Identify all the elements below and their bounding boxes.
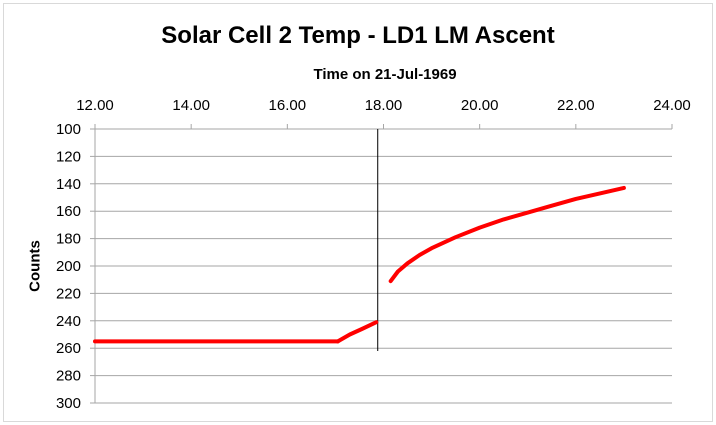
y-tick-label: 220 bbox=[56, 285, 81, 302]
x-tick-label: 24.00 bbox=[653, 97, 691, 114]
x-axis-title: Time on 21-Jul-1969 bbox=[313, 66, 457, 83]
series-line-segment-2 bbox=[388, 185, 626, 284]
y-tick-label: 160 bbox=[56, 203, 81, 220]
data-point bbox=[622, 186, 626, 190]
x-tick-label: 22.00 bbox=[557, 97, 595, 114]
data-point bbox=[374, 320, 378, 324]
y-tick-label: 140 bbox=[56, 176, 81, 193]
y-tick-label: 180 bbox=[56, 231, 81, 248]
x-tick-label: 20.00 bbox=[461, 97, 499, 114]
y-tick-label: 120 bbox=[56, 148, 81, 165]
data-point bbox=[396, 269, 400, 274]
data-point bbox=[405, 261, 410, 265]
y-tick-label: 280 bbox=[56, 368, 81, 385]
data-point bbox=[429, 246, 434, 250]
y-tick-label: 240 bbox=[56, 313, 81, 330]
data-point bbox=[237, 339, 241, 343]
x-tick-label: 12.00 bbox=[76, 97, 114, 114]
y-tick-label: 200 bbox=[56, 258, 81, 275]
data-point bbox=[189, 339, 193, 343]
data-point bbox=[285, 339, 289, 343]
data-point bbox=[454, 235, 458, 239]
data-point bbox=[348, 332, 352, 337]
chart-title: Solar Cell 2 Temp - LD1 LM Ascent bbox=[161, 22, 555, 49]
x-tick-label: 16.00 bbox=[269, 97, 307, 114]
y-tick-label: 100 bbox=[56, 121, 81, 138]
data-point bbox=[574, 197, 578, 201]
data-point bbox=[502, 217, 506, 222]
data-point bbox=[93, 339, 97, 343]
data-point bbox=[389, 279, 393, 283]
data-point bbox=[417, 253, 422, 257]
x-tick-label: 14.00 bbox=[172, 97, 210, 114]
y-tick-label: 260 bbox=[56, 340, 81, 357]
data-point bbox=[478, 226, 482, 230]
x-tick-label: 18.00 bbox=[365, 97, 403, 114]
data-point bbox=[336, 339, 340, 343]
data-point bbox=[526, 210, 530, 215]
data-point bbox=[360, 327, 364, 331]
data-point bbox=[141, 339, 145, 343]
data-point bbox=[598, 191, 602, 195]
series-line-segment-1 bbox=[335, 320, 379, 344]
data-point bbox=[550, 204, 554, 208]
chart-frame bbox=[3, 3, 713, 422]
y-tick-label: 300 bbox=[56, 395, 81, 412]
